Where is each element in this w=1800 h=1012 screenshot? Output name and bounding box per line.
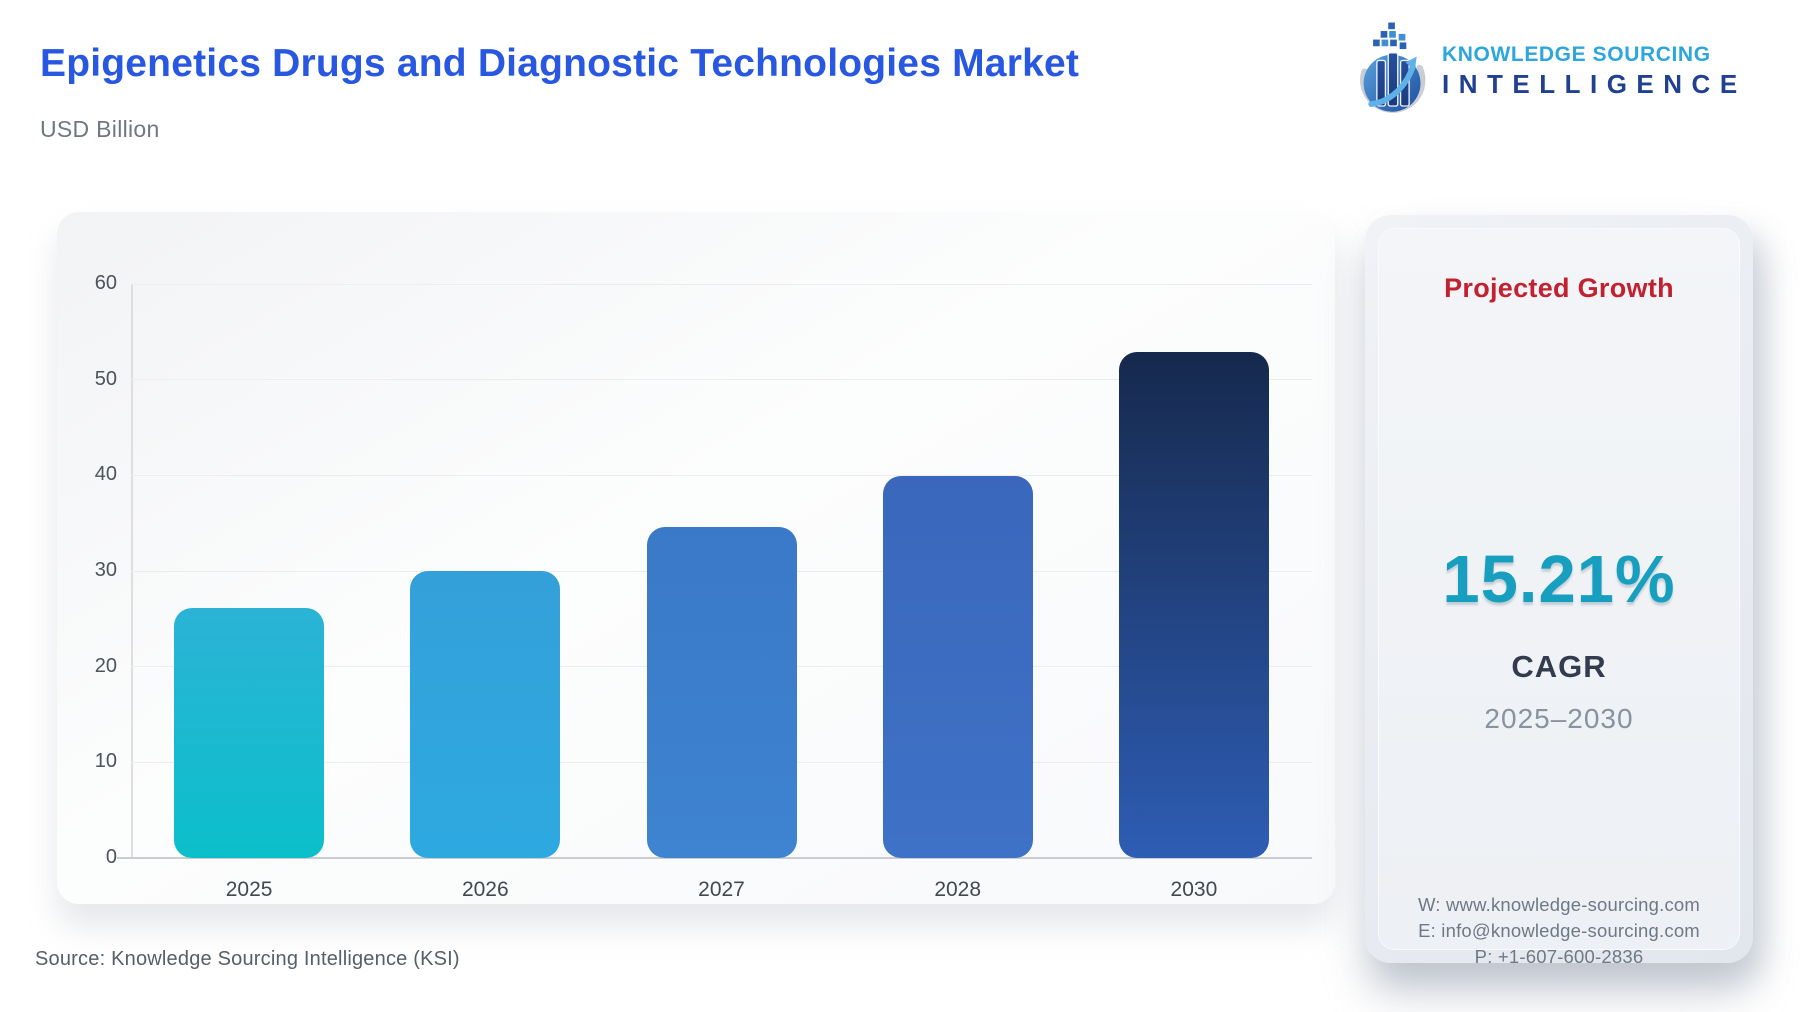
panel-heading: Projected Growth xyxy=(1444,273,1674,303)
projected-growth-panel-inner: Projected Growth 15.21% CAGR 2025–2030 W… xyxy=(1378,228,1740,967)
unit-label: USD Billion xyxy=(40,116,160,142)
cagr-value: 15.21% xyxy=(1442,542,1676,617)
bar-chart-card: 0 10 20 30 40 50 60 2025 2026 2027 2028 2030 xyxy=(57,212,1335,904)
y-tick-20: 20 xyxy=(94,654,117,677)
bar-2027 xyxy=(646,527,797,858)
y-tick-10: 10 xyxy=(94,750,117,773)
cagr-label: CAGR xyxy=(1511,649,1607,684)
x-tick-2025: 2025 xyxy=(225,878,273,901)
y-tick-30: 30 xyxy=(94,559,117,581)
y-tick-0: 0 xyxy=(105,846,117,868)
brand-logo: KNOWLEDGE SOURCING INTELLIGENCE xyxy=(1356,20,1747,123)
contact-block: W: www.knowledge-sourcing.com E: info@kn… xyxy=(1379,892,1739,969)
brand-name-bottom: INTELLIGENCE xyxy=(1442,69,1747,99)
bar-2025 xyxy=(174,608,325,858)
y-tick-50: 50 xyxy=(94,367,117,390)
gridline-60 xyxy=(131,283,1312,285)
projected-growth-panel: Projected Growth 15.21% CAGR 2025–2030 W… xyxy=(1365,215,1753,967)
contact-email: E: info@knowledge-sourcing.com xyxy=(1418,919,1700,941)
brand-logo-icon xyxy=(1356,20,1430,123)
cagr-period: 2025–2030 xyxy=(1484,703,1634,734)
x-axis-line xyxy=(117,857,1312,859)
bar-2030 xyxy=(1118,351,1269,858)
x-tick-2028: 2028 xyxy=(934,878,982,901)
y-tick-60: 60 xyxy=(94,272,117,294)
gridline-40 xyxy=(131,474,1312,476)
gridline-50 xyxy=(131,379,1312,381)
page-title: Epigenetics Drugs and Diagnostic Technol… xyxy=(40,42,1080,85)
contact-phone: P: +1-607-600-2836 xyxy=(1474,945,1644,967)
source-note: Source: Knowledge Sourcing Intelligence … xyxy=(35,948,460,970)
plot-area: 2025 2026 2027 2028 2030 xyxy=(117,283,1312,901)
bar-2028 xyxy=(882,476,1033,858)
brand-logo-text: KNOWLEDGE SOURCING INTELLIGENCE xyxy=(1442,43,1747,100)
y-tick-40: 40 xyxy=(94,463,117,486)
x-tick-2027: 2027 xyxy=(698,878,745,901)
x-tick-2026: 2026 xyxy=(461,878,509,901)
bar-2026 xyxy=(410,571,561,858)
contact-website: W: www.knowledge-sourcing.com xyxy=(1417,894,1701,915)
x-tick-2030: 2030 xyxy=(1170,878,1218,901)
brand-name-top: KNOWLEDGE SOURCING xyxy=(1442,43,1711,66)
